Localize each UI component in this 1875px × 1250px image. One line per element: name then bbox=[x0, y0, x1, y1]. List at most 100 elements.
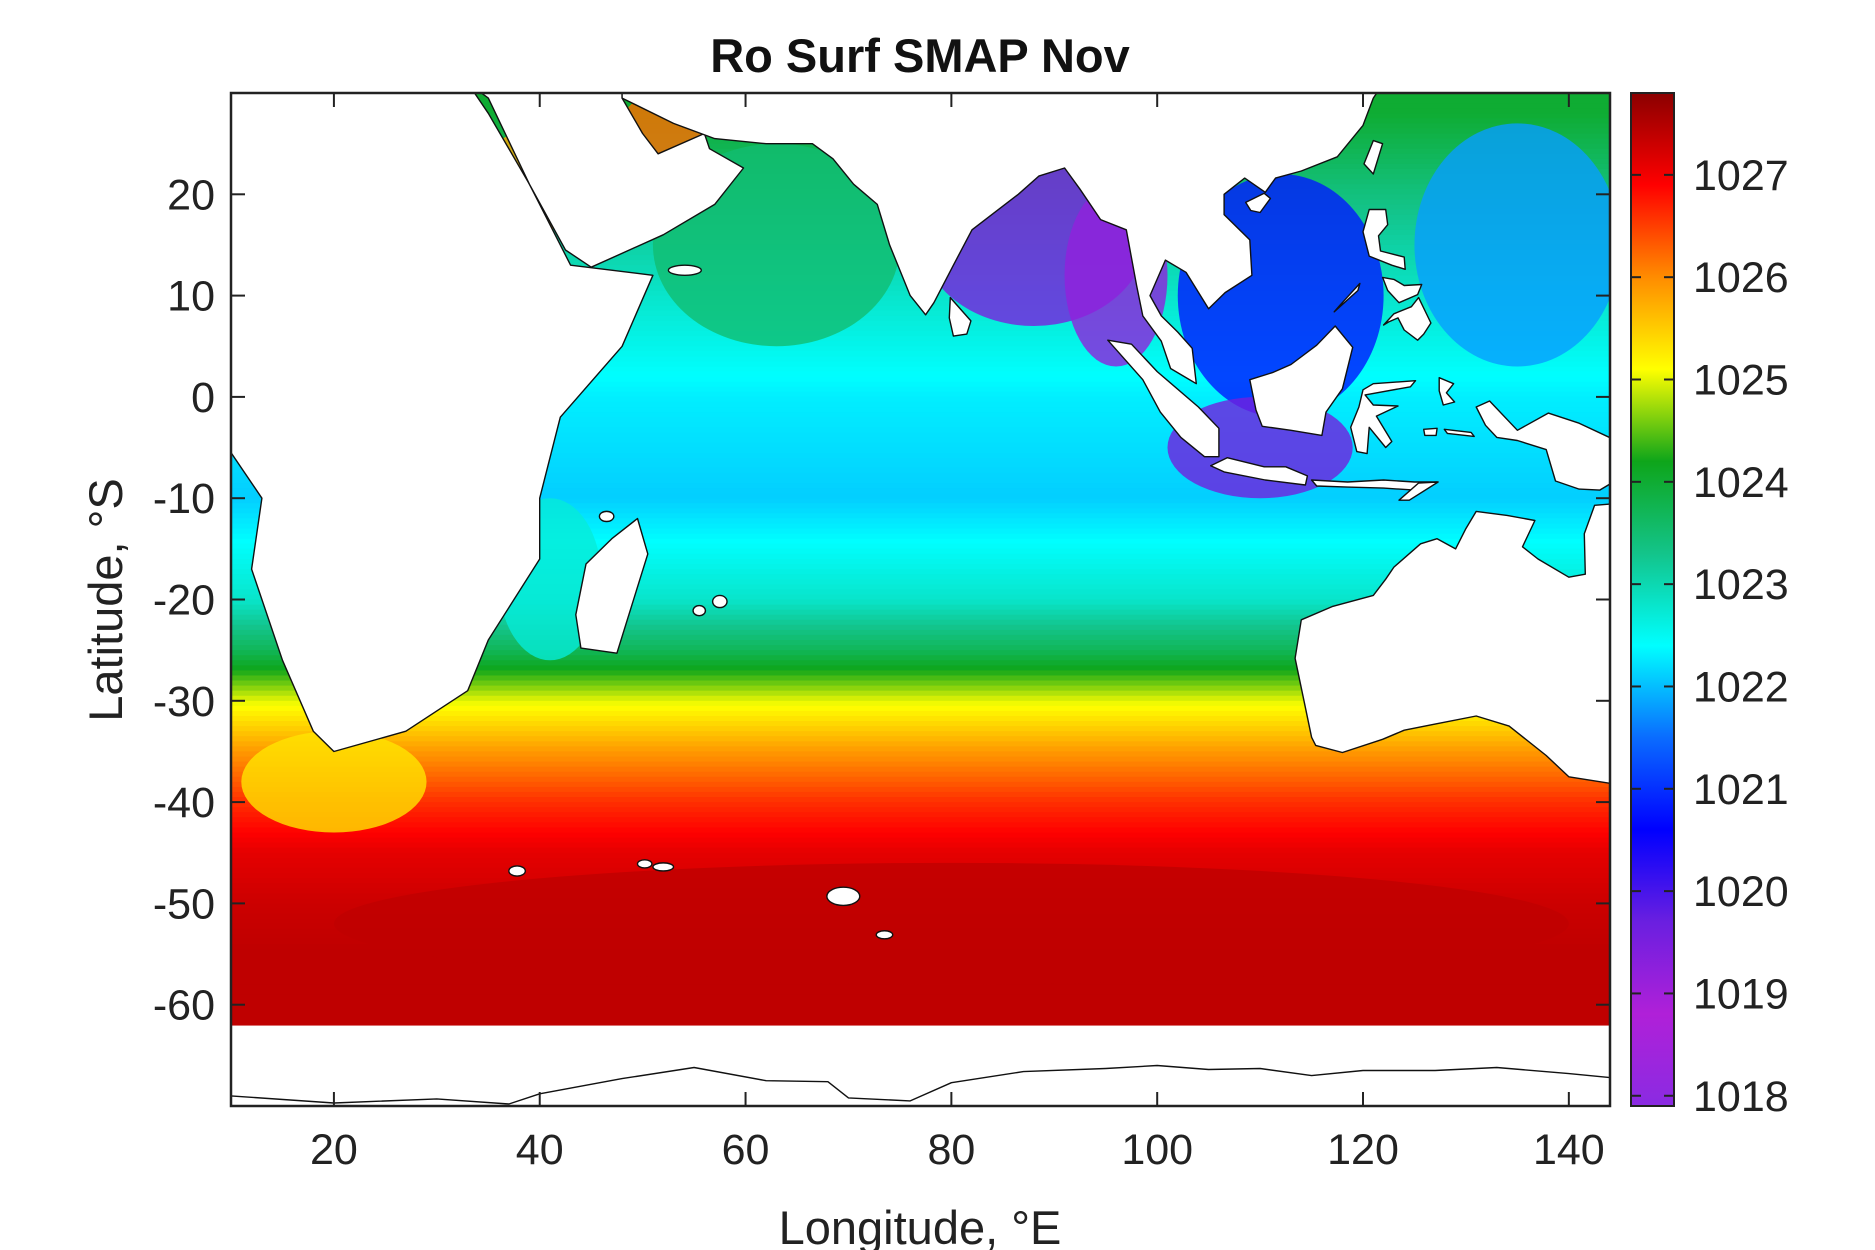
density-band bbox=[231, 401, 1610, 408]
density-band bbox=[231, 710, 1610, 717]
density-band bbox=[231, 386, 1610, 393]
land-africa bbox=[231, 93, 654, 753]
density-band bbox=[231, 604, 1610, 611]
density-band bbox=[231, 467, 1610, 474]
land-visayas bbox=[1381, 276, 1423, 304]
density-band bbox=[231, 609, 1610, 616]
density-band bbox=[231, 513, 1610, 520]
density-band bbox=[231, 422, 1610, 428]
density-band bbox=[231, 336, 1610, 342]
density-band bbox=[231, 574, 1610, 580]
density-band bbox=[231, 457, 1610, 464]
density-band bbox=[231, 715, 1610, 722]
density-band bbox=[231, 675, 1610, 682]
density-band bbox=[231, 1014, 1610, 1021]
density-band bbox=[231, 614, 1610, 621]
density-band bbox=[231, 721, 1610, 727]
island bbox=[667, 264, 703, 277]
colorbar-tick-label: 1021 bbox=[1693, 766, 1789, 814]
y-axis-label: Latitude, °S bbox=[79, 478, 132, 722]
density-band bbox=[231, 548, 1610, 555]
density-band bbox=[231, 396, 1610, 403]
land-new-guinea bbox=[1475, 400, 1610, 491]
density-band bbox=[231, 994, 1610, 1001]
y-tick-label: 20 bbox=[167, 171, 215, 219]
density-band bbox=[231, 376, 1610, 383]
density-band bbox=[231, 584, 1610, 590]
density-band bbox=[231, 518, 1610, 525]
y-axis-ticks: 20 10 0 -10 -20 -30 -40 -50 -60 bbox=[153, 171, 1610, 1030]
density-band bbox=[231, 650, 1610, 656]
density-band bbox=[231, 594, 1610, 601]
density-band bbox=[231, 619, 1610, 626]
density-band bbox=[231, 553, 1610, 560]
density-band bbox=[231, 437, 1610, 444]
density-band bbox=[231, 407, 1610, 413]
land-buru bbox=[1422, 427, 1438, 437]
land-seram bbox=[1443, 428, 1475, 438]
land-asia bbox=[621, 93, 1378, 385]
density-band bbox=[231, 508, 1610, 514]
density-band bbox=[231, 817, 1610, 823]
density-band bbox=[231, 634, 1610, 641]
density-band bbox=[231, 315, 1610, 322]
density-band bbox=[231, 629, 1610, 636]
density-band bbox=[231, 690, 1610, 697]
density-band bbox=[231, 488, 1610, 494]
density-band bbox=[231, 842, 1610, 849]
density-band bbox=[231, 341, 1610, 347]
density-band bbox=[231, 660, 1610, 666]
density-band bbox=[231, 984, 1610, 991]
density-band bbox=[231, 624, 1610, 631]
land-palawan bbox=[1333, 282, 1361, 313]
colorbar-tick-label: 1020 bbox=[1693, 868, 1789, 916]
land-java bbox=[1209, 457, 1309, 486]
land-australia bbox=[1294, 503, 1610, 784]
density-band bbox=[231, 1019, 1610, 1026]
land-sri-lanka bbox=[948, 296, 972, 337]
land-luzon bbox=[1362, 208, 1406, 270]
density-band bbox=[231, 558, 1610, 565]
density-band bbox=[231, 670, 1610, 677]
island bbox=[598, 510, 615, 523]
land-halmahera bbox=[1438, 377, 1456, 406]
region-southern-ocean bbox=[333, 862, 1569, 985]
island bbox=[826, 886, 861, 907]
land-taiwan bbox=[1363, 139, 1384, 175]
density-band bbox=[231, 503, 1610, 509]
density-band bbox=[231, 832, 1610, 839]
density-band bbox=[231, 371, 1610, 378]
density-band bbox=[231, 351, 1610, 357]
colorbar-tick-label: 1025 bbox=[1693, 357, 1789, 405]
density-band bbox=[231, 498, 1610, 504]
land-hainan bbox=[1244, 192, 1272, 214]
density-band bbox=[231, 700, 1610, 707]
island bbox=[875, 930, 894, 940]
density-band bbox=[231, 645, 1610, 651]
island bbox=[636, 859, 653, 869]
density-band bbox=[231, 746, 1610, 753]
land-timor bbox=[1398, 481, 1439, 501]
x-tick-label: 60 bbox=[722, 1126, 770, 1174]
colorbar-tick-label: 1027 bbox=[1693, 152, 1789, 200]
chart-title: Ro Surf SMAP Nov bbox=[710, 29, 1130, 82]
y-tick-label: -40 bbox=[153, 779, 215, 827]
density-band bbox=[231, 599, 1610, 606]
land-sumatra bbox=[1107, 339, 1220, 458]
land-mindanao bbox=[1382, 296, 1432, 341]
colorbar-tick-label: 1024 bbox=[1693, 459, 1789, 507]
density-band bbox=[231, 452, 1610, 459]
island bbox=[692, 604, 707, 617]
density-band bbox=[231, 538, 1610, 545]
land-masses bbox=[231, 93, 1610, 1106]
density-band bbox=[231, 680, 1610, 687]
y-tick-label: -10 bbox=[153, 475, 215, 523]
island bbox=[711, 594, 728, 609]
density-band bbox=[231, 361, 1610, 368]
density-band bbox=[231, 310, 1610, 317]
density-band bbox=[231, 736, 1610, 742]
colorbar-tick-label: 1019 bbox=[1693, 970, 1789, 1018]
density-band bbox=[231, 493, 1610, 499]
x-axis-ticks: 20 40 60 80 100 120 140 bbox=[310, 93, 1605, 1174]
